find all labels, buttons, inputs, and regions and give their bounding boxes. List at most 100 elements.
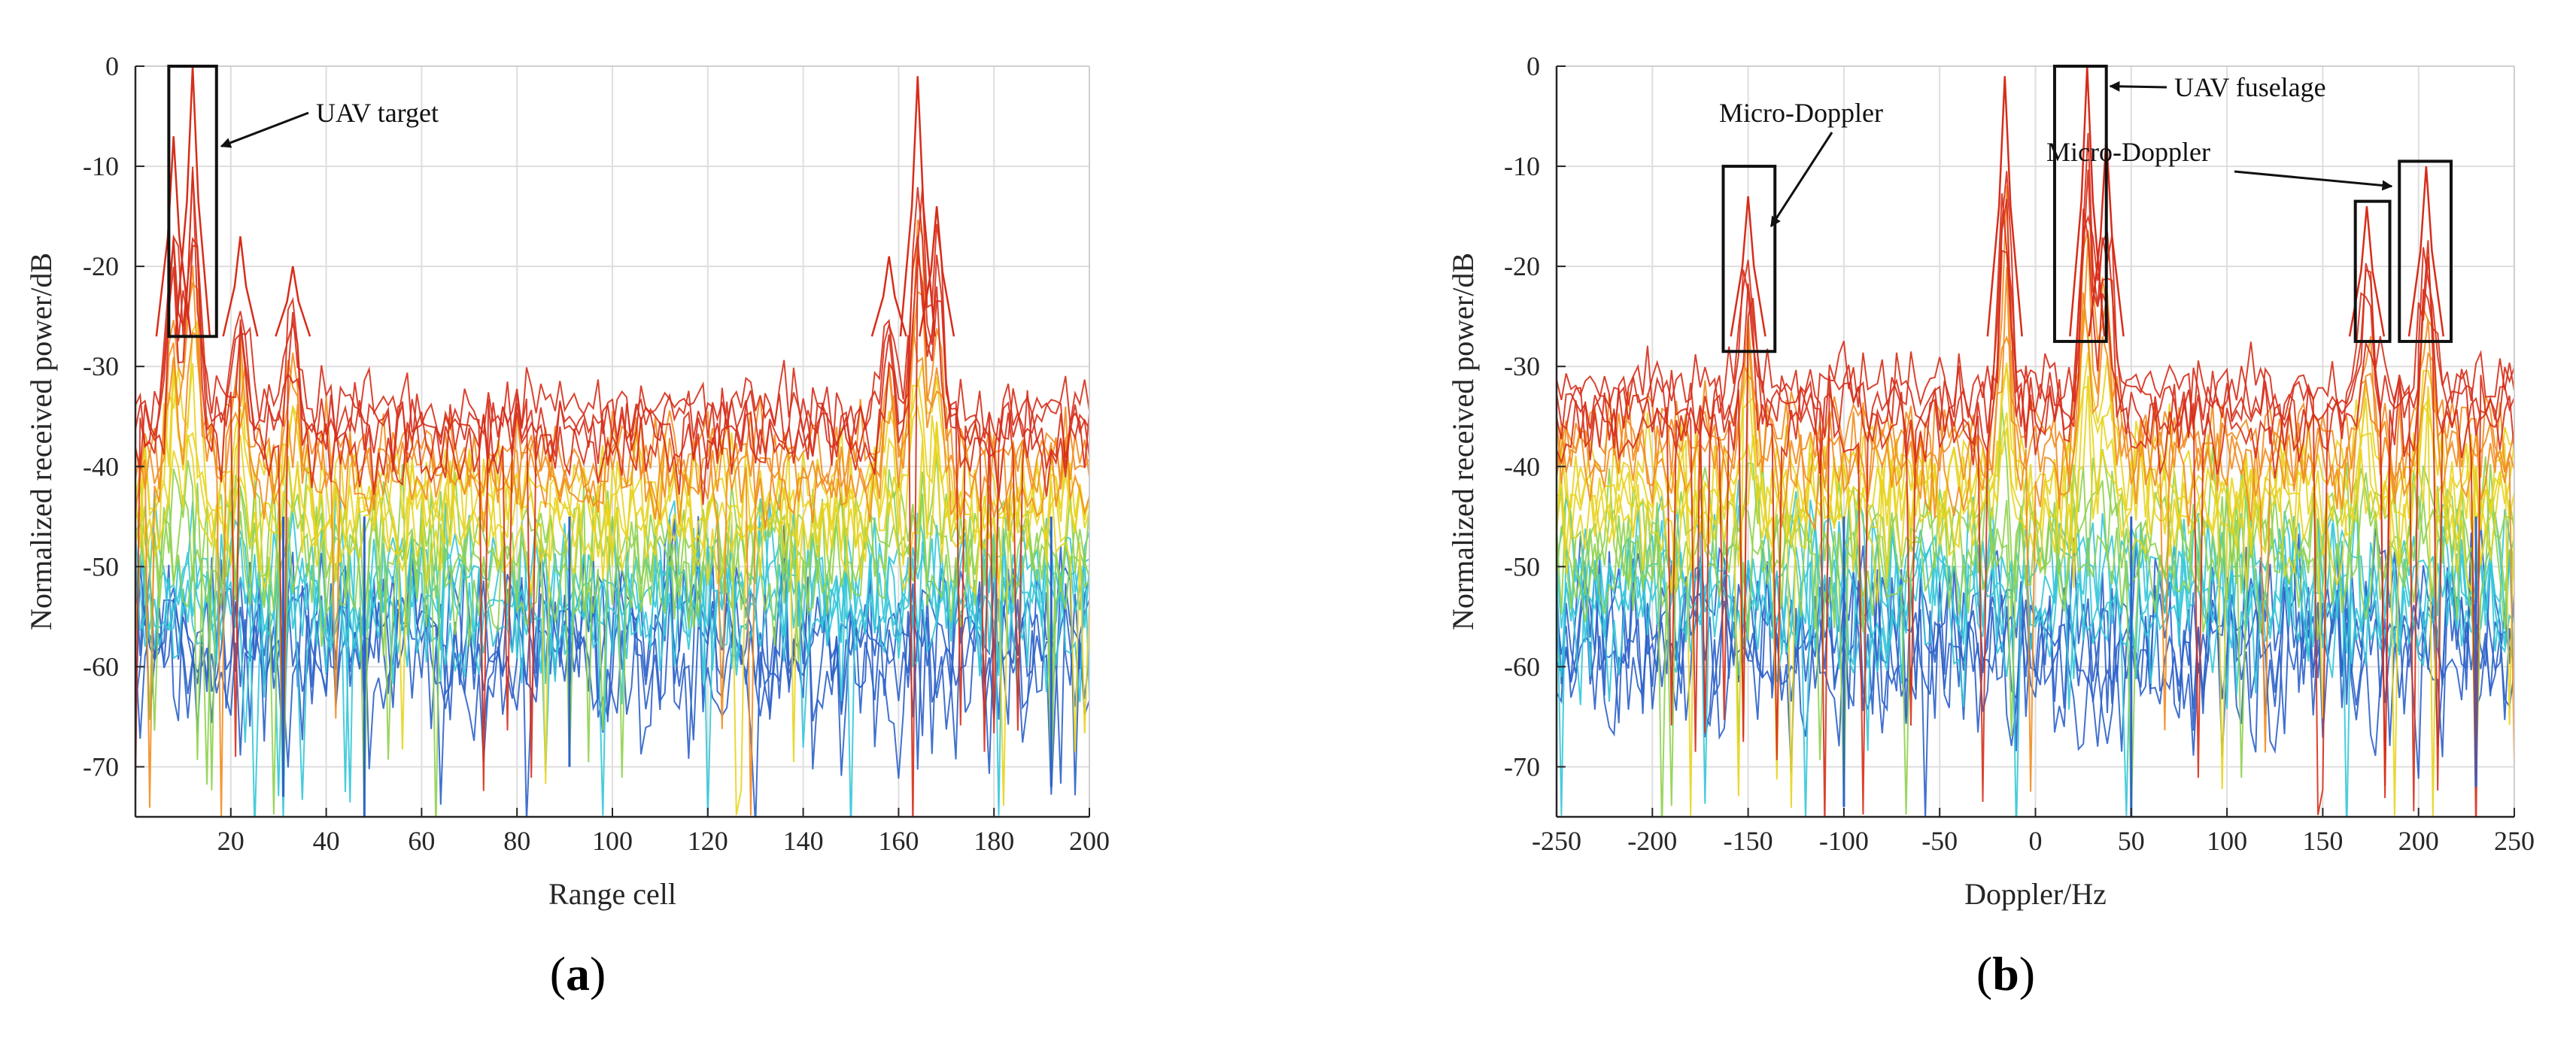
annotation-label: UAV fuselage	[2174, 72, 2326, 102]
x-tick-label: 160	[878, 826, 919, 856]
x-tick-label: 50	[2118, 826, 2145, 856]
chart-panel-a: 20 40 60 80 100 120 140 160 180 200 0 -10 -20 -30 -40 -…	[24, 51, 1110, 1000]
trace-line	[135, 360, 1089, 750]
peak-mark	[2407, 165, 2445, 337]
x-tick-label: 250	[2494, 826, 2535, 856]
y-tick-label: -40	[83, 451, 119, 481]
x-tick-label: 80	[503, 826, 530, 856]
peak-mark	[2069, 66, 2106, 337]
x-tick-label: -100	[1819, 826, 1869, 856]
panel-caption: (b)	[1976, 947, 2035, 1000]
x-axis-label: Doppler/Hz	[1964, 877, 2107, 911]
peak-mark	[899, 76, 936, 337]
trace-line	[135, 463, 1089, 817]
peak-mark	[275, 266, 311, 337]
trace-line	[1557, 292, 2514, 792]
trace-line	[1557, 208, 2514, 815]
annotation-label: UAV target	[316, 98, 439, 128]
x-tick-label: 150	[2302, 826, 2343, 856]
trace-group	[135, 66, 1089, 817]
trace-line	[135, 475, 1089, 817]
x-tick-label: 0	[2029, 826, 2043, 856]
highlight-box	[1721, 165, 1777, 354]
trace-line	[135, 517, 1089, 817]
annotation-arrow	[2109, 80, 2167, 92]
y-tick-label: -30	[83, 351, 119, 381]
chart-panel-b: -250 -200 -150 -100 -50 0 50 100 150 200 250 0 -10 -2…	[1446, 51, 2535, 1000]
highlight-box	[167, 65, 218, 338]
peak-mark	[175, 66, 211, 337]
x-tick-label: -200	[1627, 826, 1677, 856]
y-tick-label: -60	[1504, 651, 1540, 681]
x-tick-label: 140	[783, 826, 824, 856]
x-tick-label: 180	[974, 826, 1014, 856]
annotation-label: Micro-Doppler	[1719, 98, 1883, 128]
y-tick-label: -60	[83, 651, 119, 681]
trace-line	[135, 502, 1089, 817]
caption-open-paren: (	[550, 947, 566, 1000]
x-tick-label: 120	[688, 826, 728, 856]
y-tick-label: -50	[1504, 551, 1540, 581]
trace-line	[1557, 375, 2514, 817]
trace-line	[135, 326, 1089, 533]
x-tick-label: 40	[313, 826, 340, 856]
peak-mark	[2348, 206, 2386, 337]
caption-open-paren: (	[1976, 947, 1992, 1000]
annotation-label: Micro-Doppler	[2046, 137, 2210, 167]
peak-mark	[919, 206, 955, 337]
y-axis-label: Normalized received power/dB	[1446, 253, 1480, 630]
trace-line	[135, 281, 1089, 816]
peak-mark	[1986, 76, 2023, 337]
trace-group	[1557, 66, 2514, 817]
peak-mark	[870, 256, 907, 337]
peak-mark	[222, 236, 259, 337]
caption-close-paren: )	[590, 947, 606, 1000]
x-tick-label: 60	[408, 826, 435, 856]
caption-close-paren: )	[2019, 947, 2035, 1000]
trace-line	[135, 498, 1089, 684]
y-tick-label: -70	[1504, 751, 1540, 781]
trace-line	[135, 219, 1089, 817]
annotation-arrow	[1769, 132, 1833, 228]
annotation-arrow	[2234, 170, 2393, 191]
trace-line	[135, 171, 1089, 817]
highlight-box	[2353, 199, 2392, 343]
x-tick-label: 20	[217, 826, 245, 856]
x-tick-label: -50	[1921, 826, 1958, 856]
y-tick-label: 0	[1526, 51, 1540, 81]
y-tick-label: -20	[1504, 251, 1540, 281]
trace-line	[1557, 237, 2514, 731]
y-tick-label: 0	[105, 51, 119, 81]
trace-line	[1557, 538, 2514, 779]
y-tick-label: -30	[1504, 351, 1540, 381]
trace-line	[135, 369, 1089, 815]
trace-line	[1557, 521, 2514, 719]
panel-caption: (a)	[550, 947, 606, 1000]
y-tick-label: -20	[83, 251, 119, 281]
peak-mark	[1730, 196, 1766, 337]
x-axis-label: Range cell	[548, 877, 676, 911]
x-tick-label: 100	[592, 826, 633, 856]
highlight-box	[2052, 65, 2108, 343]
x-tick-label: 100	[2207, 826, 2247, 856]
highlight-box	[2398, 159, 2453, 343]
trace-line	[1557, 132, 2514, 812]
x-tick-label: -250	[1532, 826, 1581, 856]
x-tick-label: 200	[2398, 826, 2439, 856]
trace-line	[135, 516, 1089, 784]
x-tick-label: 200	[1069, 826, 1110, 856]
trace-line	[1557, 171, 2514, 815]
y-axis-label: Normalized received power/dB	[24, 253, 58, 630]
y-tick-label: -10	[83, 151, 119, 181]
caption-letter: a	[566, 947, 590, 1000]
peak-mark	[155, 136, 192, 337]
y-tick-label: -10	[1504, 151, 1540, 181]
y-tick-label: -40	[1504, 451, 1540, 481]
y-tick-label: -70	[83, 751, 119, 781]
caption-letter: b	[1992, 947, 2019, 1000]
annotation-arrow	[220, 111, 309, 148]
x-tick-label: -150	[1724, 826, 1773, 856]
y-tick-label: -50	[83, 551, 119, 581]
